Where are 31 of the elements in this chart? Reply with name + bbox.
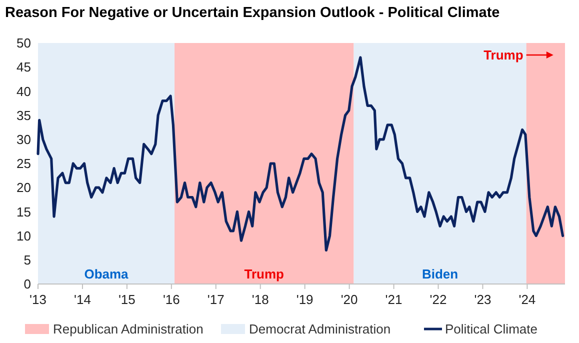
x-tick-label: '17 bbox=[207, 292, 224, 307]
x-tick-label: '19 bbox=[296, 292, 314, 307]
x-tick-label: '24 bbox=[518, 292, 536, 307]
chart-title: Reason For Negative or Uncertain Expansion Outlook - Political Climate bbox=[5, 5, 500, 21]
y-tick-label: 25 bbox=[16, 156, 31, 172]
x-tick-label: '22 bbox=[430, 292, 447, 307]
y-tick-label: 0 bbox=[24, 276, 31, 292]
x-tick-label: '13 bbox=[30, 292, 46, 307]
x-tick-label: '21 bbox=[385, 292, 402, 307]
x-tick-label: '23 bbox=[474, 292, 492, 307]
y-tick-label: 30 bbox=[16, 132, 31, 147]
y-tick-label: 15 bbox=[16, 204, 31, 220]
x-tick-label: '16 bbox=[162, 292, 180, 307]
y-tick-label: 20 bbox=[16, 180, 31, 196]
x-tick-label: '18 bbox=[252, 292, 269, 307]
y-tick-label: 10 bbox=[16, 228, 31, 244]
y-tick-label: 45 bbox=[16, 60, 31, 75]
legend-label: Republican Administration bbox=[53, 322, 204, 337]
x-tick-label: '20 bbox=[340, 292, 358, 307]
legend-label: Democrat Administration bbox=[249, 322, 391, 337]
legend-label: Political Climate bbox=[445, 322, 538, 337]
annotation: Trump bbox=[244, 266, 284, 282]
y-tick-label: 5 bbox=[24, 252, 31, 268]
annotation: Biden bbox=[422, 266, 458, 282]
y-tick-label: 50 bbox=[16, 36, 31, 51]
x-tick-label: '14 bbox=[74, 292, 91, 307]
y-tick-label: 40 bbox=[16, 84, 31, 99]
y-tick-label: 35 bbox=[16, 108, 31, 123]
annotation: Trump bbox=[484, 48, 524, 63]
x-tick-label: '15 bbox=[118, 292, 136, 307]
annotation: Obama bbox=[84, 266, 130, 282]
